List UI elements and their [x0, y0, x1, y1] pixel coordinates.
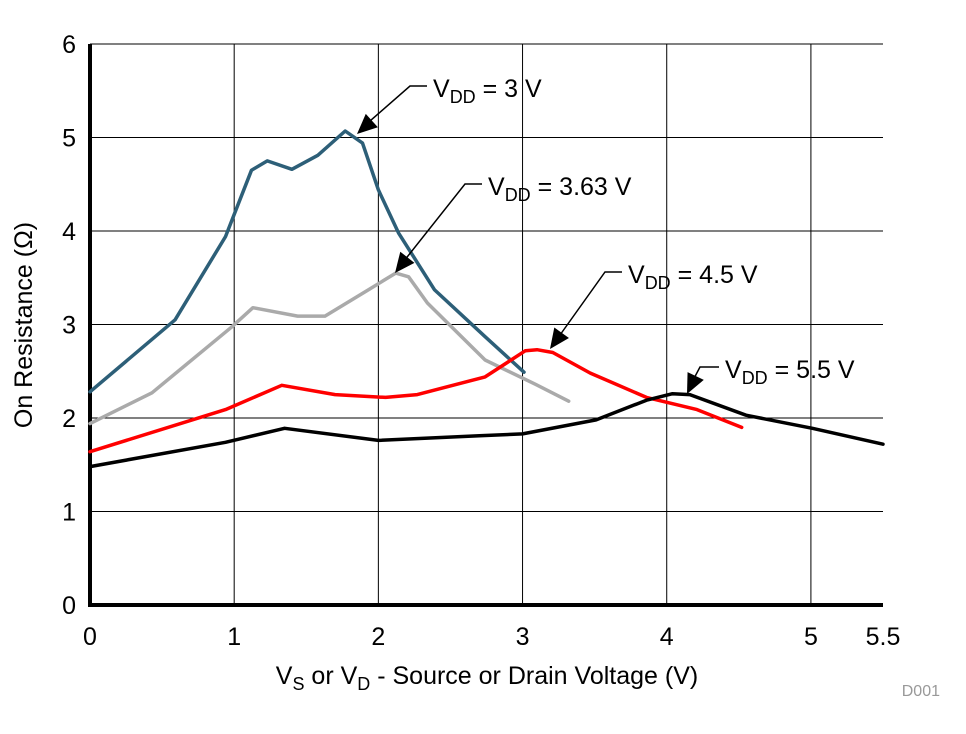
label-sub: DD	[742, 368, 768, 388]
y-tick-label: 3	[62, 312, 76, 340]
series-label: VDD = 3.63 V	[488, 173, 632, 205]
label-value: = 5.5 V	[768, 356, 855, 384]
x-tick-label: 5.5	[866, 623, 901, 651]
label-value: = 3 V	[476, 75, 542, 103]
arrowhead-icon	[395, 251, 415, 273]
label-sub: DD	[645, 273, 671, 293]
label-value: = 3.63 V	[531, 173, 632, 201]
y-axis-label: On Resistance (Ω)	[10, 222, 38, 428]
arrowhead-icon	[687, 372, 704, 394]
axes	[88, 44, 883, 607]
y-tick-label: 5	[62, 125, 76, 153]
y-tick-label: 6	[62, 31, 76, 59]
series-line-0	[88, 129, 526, 394]
x-label-part: or V	[304, 662, 357, 690]
label-v: V	[488, 173, 505, 201]
x-axis-label: VS or VD - Source or Drain Voltage (V)	[276, 662, 698, 694]
arrowhead-icon	[550, 327, 569, 349]
series-line-3	[88, 391, 885, 469]
label-sub: DD	[450, 87, 476, 107]
series-lines	[88, 129, 885, 469]
series-label: VDD = 4.5 V	[628, 261, 758, 293]
x-tick-label: 1	[227, 623, 241, 651]
label-sub: DD	[505, 185, 531, 205]
label-v: V	[725, 356, 742, 384]
annotation-leader	[554, 271, 622, 343]
series-line-2	[88, 347, 744, 454]
series-line-1	[88, 271, 571, 426]
label-v: V	[628, 261, 645, 289]
annotation-leader	[399, 183, 482, 267]
label-v: V	[433, 75, 450, 103]
x-tick-label: 5	[804, 623, 818, 651]
grid	[90, 43, 883, 605]
figure-id: D001	[902, 683, 940, 700]
series-label: VDD = 3 V	[433, 75, 542, 107]
y-tick-label: 2	[62, 405, 76, 433]
y-tick-label: 1	[62, 499, 76, 527]
x-label-part: - Source or Drain Voltage (V)	[370, 662, 698, 690]
arrowhead-icon	[357, 113, 378, 134]
label-value: = 4.5 V	[671, 261, 758, 289]
x-label-sub: S	[292, 674, 304, 694]
y-tick-label: 0	[62, 592, 76, 620]
series-label: VDD = 5.5 V	[725, 356, 855, 388]
annotation-leader	[361, 85, 427, 129]
x-tick-label: 0	[83, 623, 97, 651]
tick-labels: 0 1 2 3 4 5 6 0 1 2 3 4 5 5.5	[62, 31, 900, 651]
x-tick-label: 4	[660, 623, 674, 651]
x-label-part: V	[276, 662, 293, 690]
y-tick-label: 4	[62, 218, 76, 246]
x-tick-label: 2	[371, 623, 385, 651]
x-tick-label: 3	[516, 623, 530, 651]
x-label-sub: D	[357, 674, 370, 694]
